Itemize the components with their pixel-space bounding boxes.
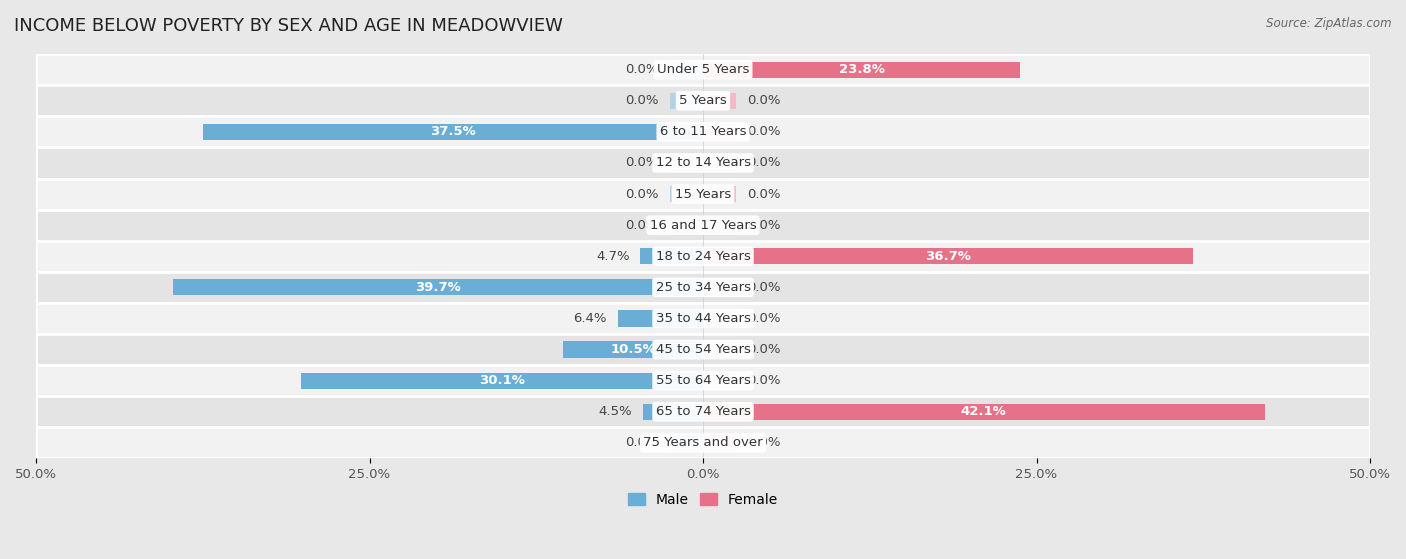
Text: 0.0%: 0.0%	[747, 188, 780, 201]
Text: 55 to 64 Years: 55 to 64 Years	[655, 374, 751, 387]
Text: Under 5 Years: Under 5 Years	[657, 63, 749, 76]
Text: 42.1%: 42.1%	[960, 405, 1007, 418]
Bar	[37, 303, 1369, 334]
Text: 12 to 14 Years: 12 to 14 Years	[655, 157, 751, 169]
Bar	[703, 93, 737, 109]
Bar	[562, 342, 703, 358]
Bar	[173, 280, 703, 296]
Text: 0.0%: 0.0%	[626, 437, 659, 449]
Text: 5 Years: 5 Years	[679, 94, 727, 107]
Bar	[669, 186, 703, 202]
Bar	[703, 124, 737, 140]
Text: 0.0%: 0.0%	[626, 157, 659, 169]
Text: 35 to 44 Years: 35 to 44 Years	[655, 312, 751, 325]
Text: 15 Years: 15 Years	[675, 188, 731, 201]
Text: 39.7%: 39.7%	[415, 281, 461, 294]
Bar	[37, 54, 1369, 85]
Text: 4.7%: 4.7%	[596, 250, 630, 263]
Text: INCOME BELOW POVERTY BY SEX AND AGE IN MEADOWVIEW: INCOME BELOW POVERTY BY SEX AND AGE IN M…	[14, 17, 562, 35]
Text: Source: ZipAtlas.com: Source: ZipAtlas.com	[1267, 17, 1392, 30]
Text: 0.0%: 0.0%	[747, 374, 780, 387]
Text: 18 to 24 Years: 18 to 24 Years	[655, 250, 751, 263]
Text: 0.0%: 0.0%	[747, 437, 780, 449]
Text: 6 to 11 Years: 6 to 11 Years	[659, 125, 747, 139]
Text: 0.0%: 0.0%	[747, 157, 780, 169]
Legend: Male, Female: Male, Female	[623, 487, 783, 512]
Text: 6.4%: 6.4%	[574, 312, 607, 325]
Text: 37.5%: 37.5%	[430, 125, 475, 139]
Text: 0.0%: 0.0%	[747, 312, 780, 325]
Bar	[703, 155, 737, 171]
Bar	[643, 404, 703, 420]
Bar	[202, 124, 703, 140]
Text: 0.0%: 0.0%	[747, 94, 780, 107]
Bar	[37, 210, 1369, 241]
Text: 16 and 17 Years: 16 and 17 Years	[650, 219, 756, 231]
Bar	[617, 310, 703, 326]
Bar	[669, 435, 703, 451]
Bar	[37, 85, 1369, 116]
Text: 0.0%: 0.0%	[747, 281, 780, 294]
Text: 0.0%: 0.0%	[747, 125, 780, 139]
Text: 0.0%: 0.0%	[626, 188, 659, 201]
Bar	[703, 342, 737, 358]
Bar	[37, 241, 1369, 272]
Bar	[669, 217, 703, 233]
Bar	[37, 365, 1369, 396]
Text: 0.0%: 0.0%	[626, 63, 659, 76]
Text: 0.0%: 0.0%	[626, 94, 659, 107]
Bar	[703, 280, 737, 296]
Text: 0.0%: 0.0%	[747, 219, 780, 231]
Bar	[37, 334, 1369, 365]
Text: 75 Years and over: 75 Years and over	[643, 437, 763, 449]
Bar	[37, 427, 1369, 458]
Bar	[703, 435, 737, 451]
Bar	[37, 148, 1369, 178]
Bar	[703, 373, 737, 389]
Bar	[669, 155, 703, 171]
Text: 23.8%: 23.8%	[839, 63, 884, 76]
Text: 10.5%: 10.5%	[610, 343, 655, 356]
Text: 4.5%: 4.5%	[599, 405, 633, 418]
Text: 65 to 74 Years: 65 to 74 Years	[655, 405, 751, 418]
Bar	[37, 272, 1369, 303]
Bar	[37, 178, 1369, 210]
Bar	[703, 310, 737, 326]
Text: 45 to 54 Years: 45 to 54 Years	[655, 343, 751, 356]
Bar	[703, 217, 737, 233]
Bar	[703, 61, 1021, 78]
Bar	[669, 93, 703, 109]
Bar	[669, 61, 703, 78]
Text: 30.1%: 30.1%	[479, 374, 526, 387]
Bar	[301, 373, 703, 389]
Bar	[37, 116, 1369, 148]
Bar	[703, 248, 1192, 264]
Bar	[703, 404, 1264, 420]
Bar	[640, 248, 703, 264]
Text: 0.0%: 0.0%	[747, 343, 780, 356]
Bar	[37, 396, 1369, 427]
Text: 25 to 34 Years: 25 to 34 Years	[655, 281, 751, 294]
Text: 36.7%: 36.7%	[925, 250, 970, 263]
Text: 0.0%: 0.0%	[626, 219, 659, 231]
Bar	[703, 186, 737, 202]
